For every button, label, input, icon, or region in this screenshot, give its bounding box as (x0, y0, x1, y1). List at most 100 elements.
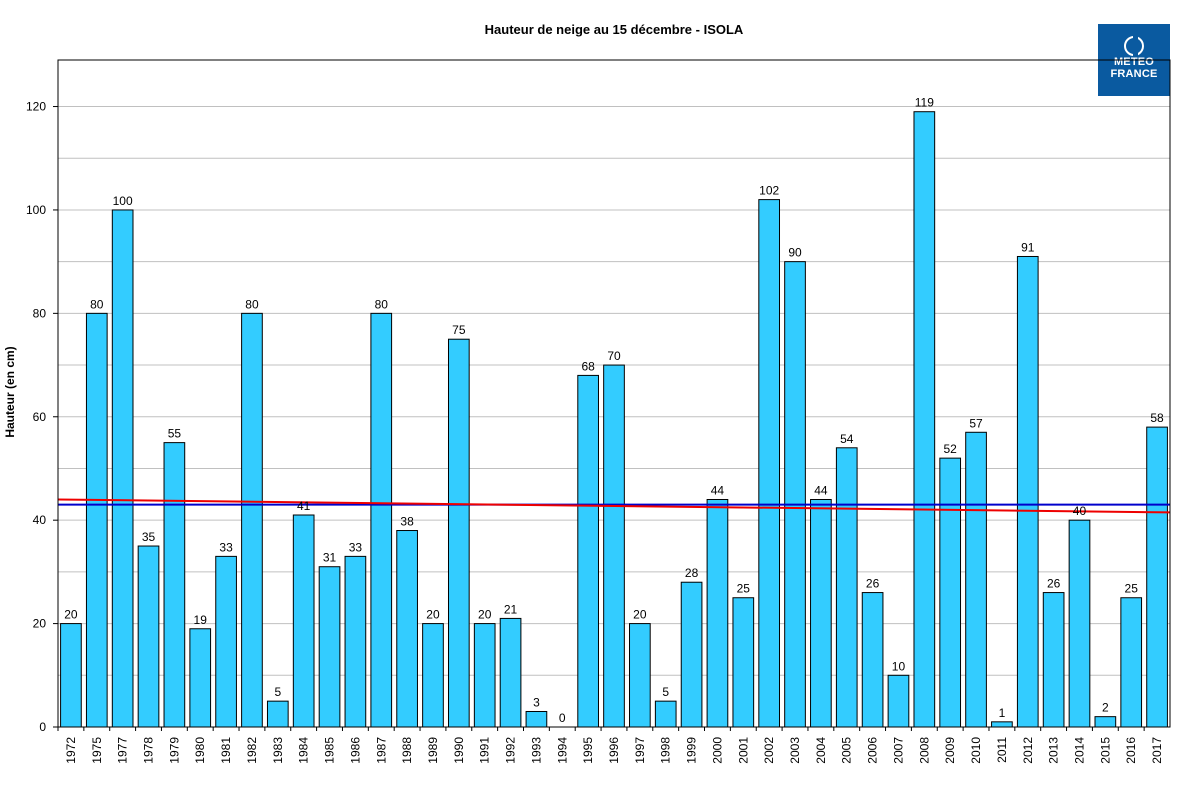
data-label: 41 (297, 499, 311, 513)
x-tick-label: 1998 (659, 737, 673, 764)
data-label: 38 (400, 515, 414, 529)
data-label: 26 (1047, 577, 1061, 591)
x-tick-label: 1982 (245, 737, 259, 764)
logo-text-line1: METEO (1113, 56, 1155, 68)
x-tick-label: 1985 (323, 737, 337, 764)
bar (525, 710, 548, 728)
x-tick-label: 1997 (633, 737, 647, 764)
bar (577, 374, 599, 728)
bar (758, 199, 781, 728)
x-tick-label: 1987 (374, 737, 388, 764)
x-tick-label: 2004 (814, 737, 828, 764)
bar (60, 623, 82, 728)
x-tick-label: 1986 (348, 737, 362, 764)
logo-text-line2: FRANCE (1110, 68, 1158, 80)
x-tick-label: 2003 (788, 737, 802, 764)
data-label: 91 (1021, 240, 1035, 254)
bar (344, 555, 367, 728)
data-label: 80 (90, 297, 104, 311)
bar (732, 597, 755, 728)
data-label: 5 (662, 685, 669, 699)
x-tick-label: 1994 (555, 737, 569, 764)
x-tick-label: 1981 (219, 737, 233, 764)
bar (422, 623, 444, 728)
data-label: 25 (1125, 582, 1139, 596)
bar (913, 111, 936, 728)
bar (861, 592, 884, 728)
y-tick-label: 60 (33, 410, 47, 424)
data-label: 33 (219, 540, 233, 554)
bar (1042, 592, 1065, 728)
x-tick-label: 2005 (840, 737, 854, 764)
data-label: 40 (1073, 504, 1087, 518)
bar (499, 617, 522, 728)
data-label: 90 (788, 246, 802, 260)
x-tick-label: 1991 (478, 737, 492, 764)
y-tick-label: 80 (33, 306, 47, 320)
x-tick-label: 2011 (995, 737, 1009, 763)
x-tick-label: 2017 (1150, 737, 1164, 764)
data-label: 21 (504, 602, 518, 616)
data-label: 10 (892, 659, 906, 673)
bar (215, 555, 237, 728)
data-label: 0 (559, 711, 566, 725)
x-tick-label: 1990 (452, 737, 466, 764)
x-tick-label: 1992 (504, 737, 518, 764)
bar (603, 364, 625, 728)
data-label: 58 (1150, 411, 1164, 425)
y-tick-label: 120 (26, 100, 46, 114)
x-tick-label: 1977 (116, 737, 130, 764)
trend-lines-layer (57, 498, 1171, 514)
data-label: 52 (944, 442, 958, 456)
x-tick-label: 2002 (762, 737, 776, 764)
bar (1094, 716, 1117, 728)
data-label: 44 (814, 483, 828, 497)
data-label: 1 (999, 706, 1006, 720)
data-label: 26 (866, 577, 880, 591)
data-label: 20 (478, 608, 492, 622)
bar (654, 700, 677, 728)
plot-frame (57, 59, 1171, 728)
x-tick-label: 2015 (1098, 737, 1112, 764)
x-tick-label: 2010 (969, 737, 983, 764)
data-label: 55 (168, 427, 182, 441)
data-label: 80 (245, 297, 259, 311)
data-label: 5 (274, 685, 281, 699)
y-tick-label: 0 (39, 720, 46, 734)
x-tick-label: 2006 (866, 737, 880, 764)
bar (991, 721, 1013, 728)
bar (629, 623, 651, 728)
labels-layer: 0204060801001202019728019751001977351978… (26, 96, 1164, 764)
x-tick-label: 1989 (426, 737, 440, 764)
bar (447, 338, 470, 728)
y-tick-label: 20 (33, 617, 47, 631)
bar (835, 447, 858, 728)
meteo-france-logo-icon (1124, 36, 1144, 56)
data-label: 119 (915, 96, 934, 110)
x-tick-label: 1984 (297, 737, 311, 764)
data-label: 75 (452, 323, 466, 337)
bar (706, 498, 729, 728)
bar (1120, 597, 1143, 728)
bar (1146, 426, 1168, 728)
bar (1016, 255, 1039, 728)
x-tick-label: 1993 (529, 737, 543, 764)
bar (810, 498, 832, 728)
x-tick-label: 2008 (917, 737, 931, 764)
data-label: 20 (426, 608, 440, 622)
x-tick-label: 1996 (607, 737, 621, 764)
data-label: 31 (323, 551, 337, 565)
x-tick-label: 2012 (1021, 737, 1035, 764)
x-tick-label: 1999 (685, 737, 699, 764)
bar (370, 312, 393, 728)
x-tick-label: 2009 (943, 737, 957, 764)
x-tick-label: 2013 (1047, 737, 1061, 764)
data-label: 35 (142, 530, 156, 544)
bar (292, 514, 315, 728)
data-label: 25 (737, 582, 751, 596)
data-label: 28 (685, 566, 699, 580)
data-label: 68 (581, 359, 595, 373)
chart-title: Hauteur de neige au 15 décembre - ISOLA (484, 22, 744, 37)
bar (241, 312, 263, 728)
